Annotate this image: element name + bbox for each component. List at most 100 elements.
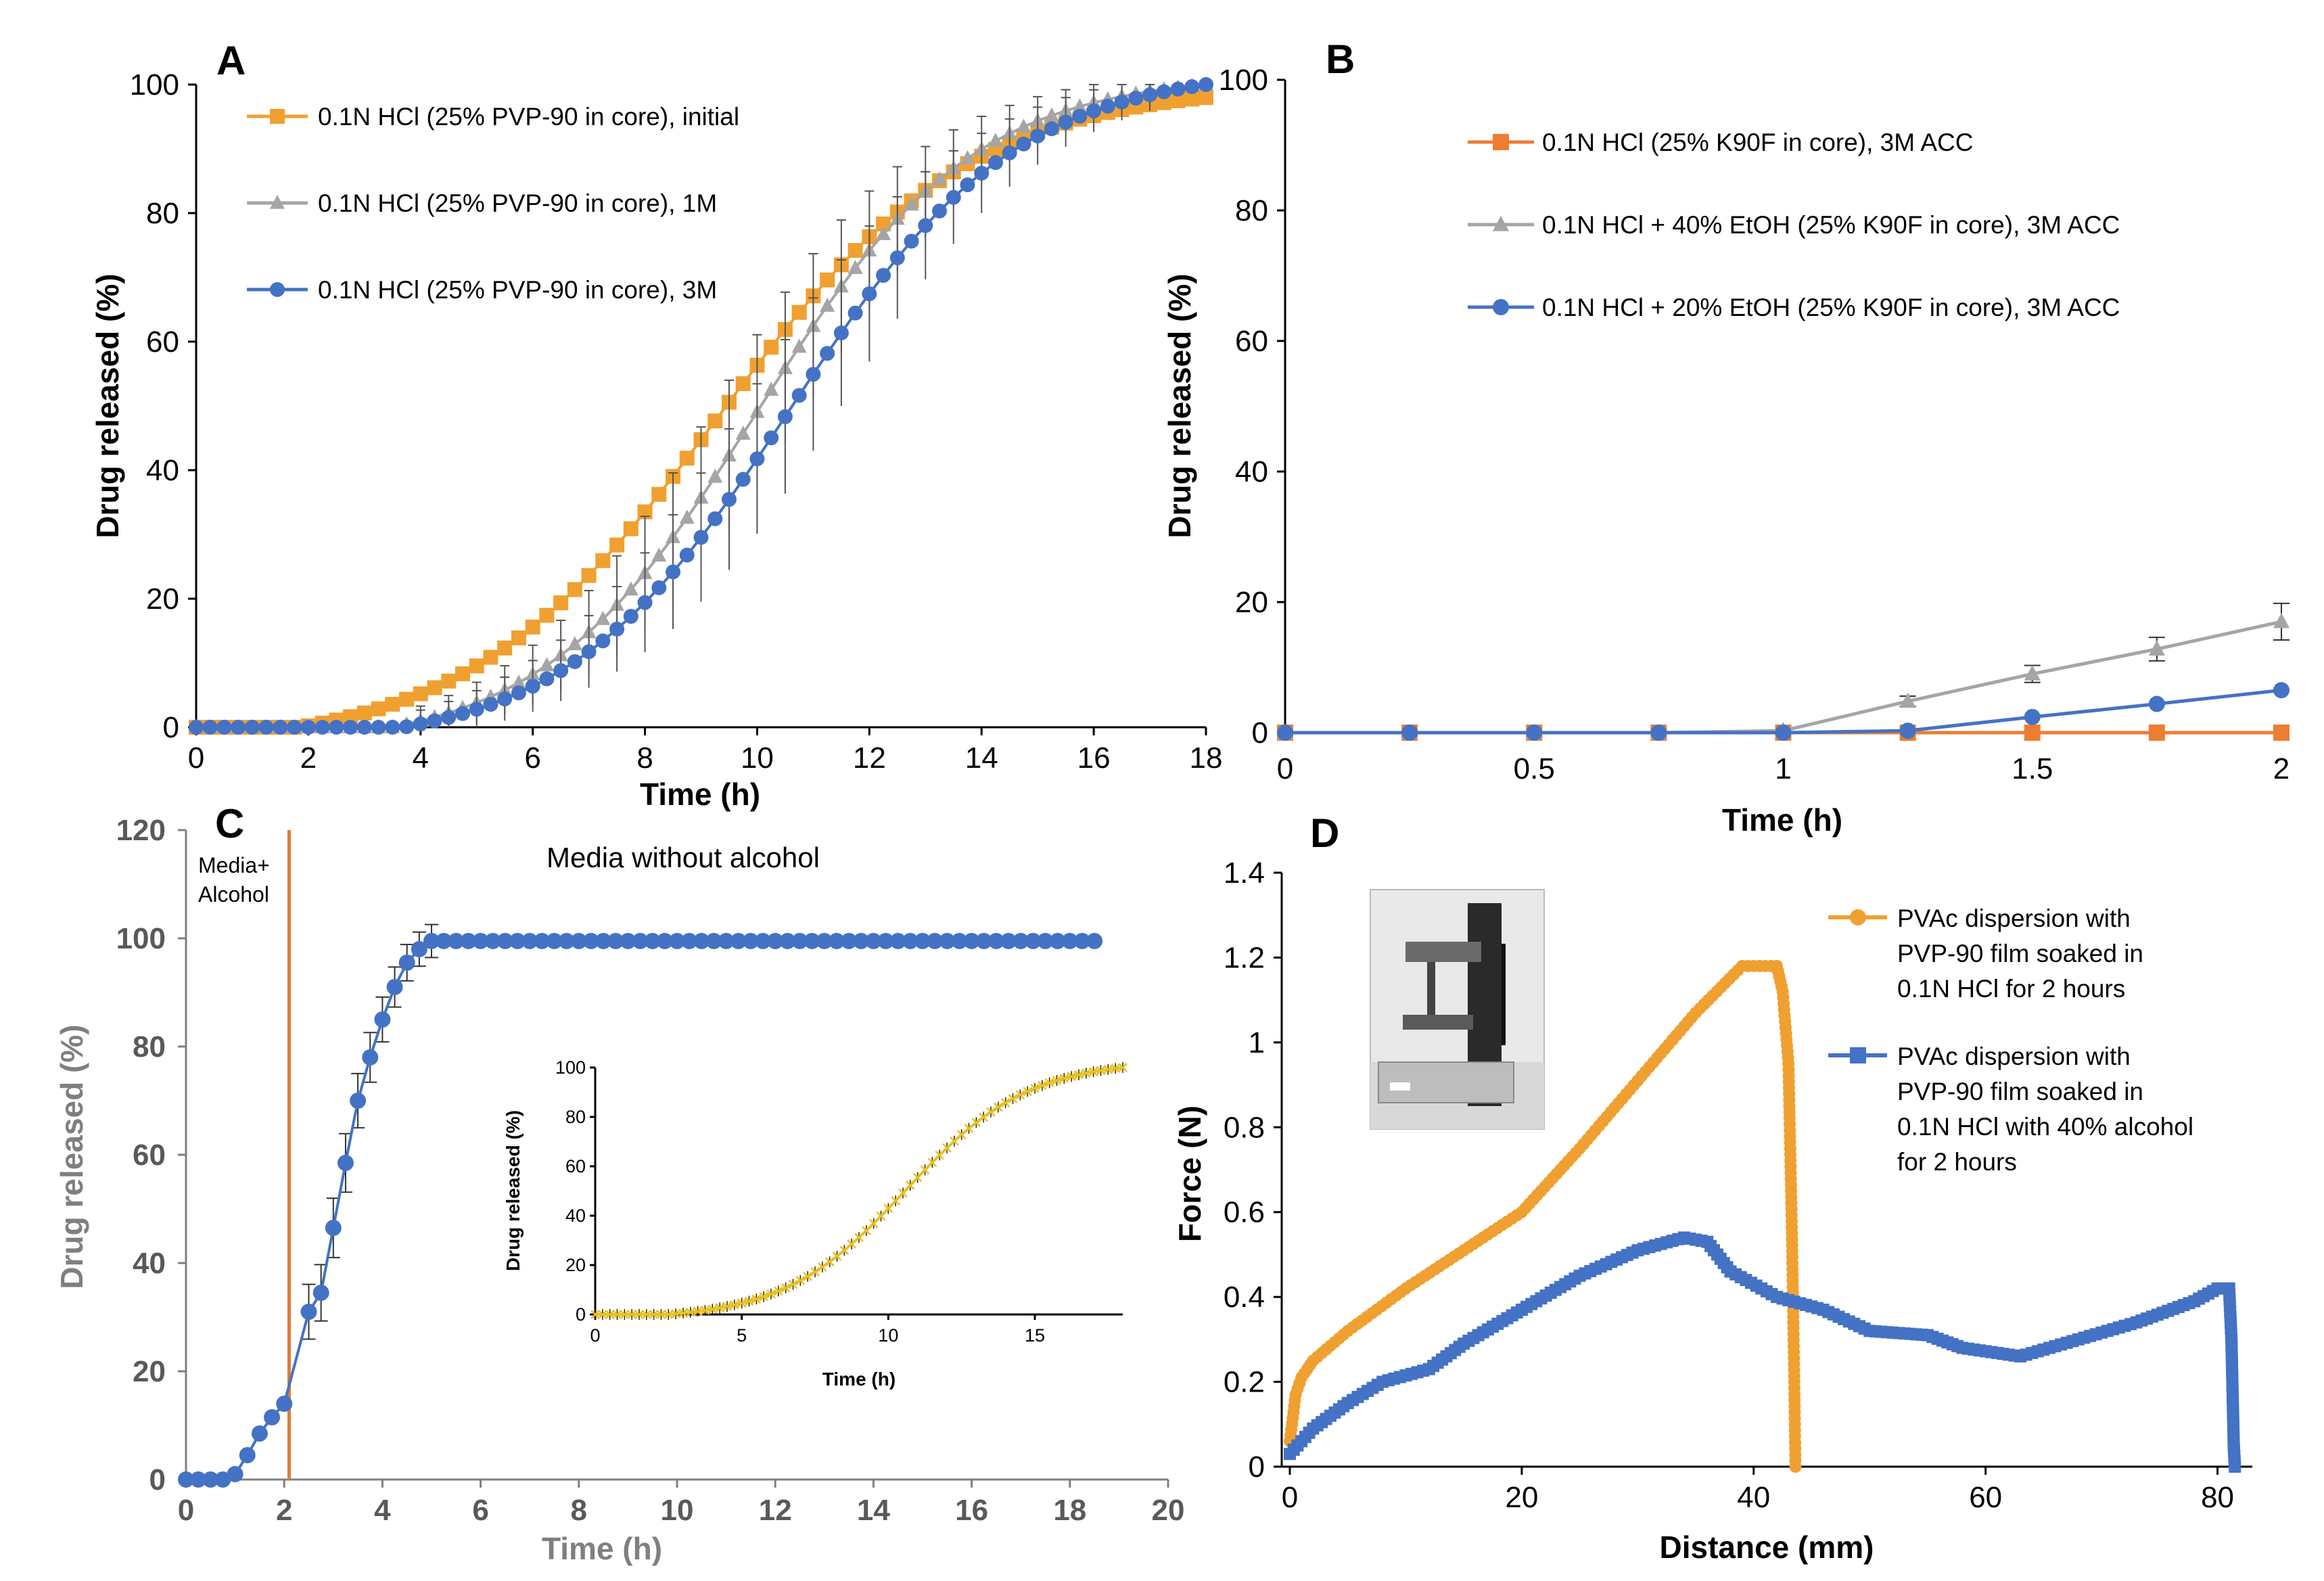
data-point — [946, 189, 961, 205]
inset-data-point — [1088, 1067, 1098, 1077]
x-tick-label: 20 — [1505, 1481, 1538, 1514]
data-point — [623, 581, 638, 596]
data-point — [2273, 682, 2290, 699]
legend-marker — [270, 282, 285, 297]
data-point — [460, 933, 477, 949]
data-point — [764, 340, 779, 355]
data-point — [276, 1396, 293, 1412]
data-point — [791, 388, 807, 403]
data-point — [804, 933, 820, 949]
data-point — [469, 658, 484, 674]
x-tick-label: 10 — [741, 741, 774, 775]
data-point — [777, 409, 793, 424]
data-point — [651, 580, 667, 595]
inset-data-point — [788, 1279, 798, 1289]
data-point — [427, 680, 442, 695]
inset-data-point — [1037, 1080, 1047, 1091]
x-tick-label: 10 — [661, 1494, 694, 1527]
data-point — [441, 673, 457, 689]
y-tick-label: 0.2 — [1224, 1366, 1265, 1399]
inset-data-point — [935, 1150, 945, 1160]
data-point — [1086, 104, 1102, 119]
data-point — [987, 155, 1003, 170]
data-point — [865, 933, 882, 949]
panel-label: B — [1326, 37, 1355, 82]
data-point — [595, 553, 611, 568]
inset-data-point — [678, 1308, 688, 1318]
data-point — [679, 451, 695, 466]
inset-data-point — [1067, 1072, 1077, 1082]
data-point — [385, 720, 400, 735]
data-point — [1016, 118, 1031, 133]
y-tick-label: 1 — [1249, 1026, 1265, 1059]
data-point — [632, 933, 649, 949]
legend-label-line: PVAc dispersion with — [1897, 1042, 2131, 1070]
data-point — [876, 225, 891, 240]
legend-label-line: PVAc dispersion with — [1897, 904, 2131, 932]
x-tick-label: 4 — [413, 741, 429, 775]
data-point — [1044, 107, 1059, 122]
inset-data-point — [891, 1196, 901, 1206]
data-point — [951, 933, 968, 949]
x-tick-label: 6 — [524, 741, 540, 775]
data-point — [1199, 90, 1213, 106]
legend-label: 0.1N HCl (25% PVP-90 in core), 3M — [318, 276, 717, 304]
y-tick-label: 1.4 — [1224, 856, 1265, 890]
inset-data-point — [1044, 1078, 1054, 1088]
data-point — [914, 933, 931, 949]
legend-marker — [1493, 299, 1509, 315]
data-point — [1650, 725, 1667, 741]
data-point — [581, 644, 597, 660]
data-point — [258, 720, 274, 735]
inset-data-point — [641, 1310, 651, 1319]
y-tick-label: 80 — [133, 1030, 166, 1063]
data-point — [350, 1093, 367, 1109]
panel-label: A — [216, 38, 246, 83]
data-point — [385, 697, 400, 712]
x-tick-label: 0.5 — [1514, 752, 1555, 785]
data-point — [343, 720, 358, 735]
y-axis-title: Drug released (%) — [90, 273, 125, 538]
inset-data-point — [656, 1310, 666, 1319]
data-point — [436, 933, 452, 949]
inset-data-point — [634, 1310, 644, 1319]
x-tick-label: 80 — [2201, 1481, 2234, 1514]
legend-label-line: 0.1N HCl for 2 hours — [1897, 975, 2125, 1003]
data-point — [427, 713, 442, 729]
data-point — [1277, 725, 1293, 741]
x-tick-label: 0 — [1282, 1481, 1298, 1514]
data-point — [623, 609, 638, 624]
data-point — [189, 720, 204, 735]
data-point — [820, 272, 835, 288]
inset-data-point — [861, 1226, 871, 1235]
data-point — [497, 691, 513, 707]
data-point — [681, 933, 698, 949]
data-point — [539, 608, 555, 623]
legend-label: 0.1N HCl (25% PVP-90 in core), initial — [318, 103, 739, 131]
inset-data-point — [832, 1252, 842, 1261]
data-point — [386, 979, 403, 995]
data-point — [927, 933, 944, 949]
data-point — [932, 171, 948, 185]
y-tick-label: 20 — [133, 1355, 166, 1388]
inset-data-point — [927, 1158, 937, 1168]
data-point — [1170, 93, 1186, 108]
data-point — [816, 933, 833, 949]
data-point — [287, 720, 302, 735]
data-point — [828, 933, 845, 949]
data-point — [484, 933, 501, 949]
inset-data-point — [612, 1310, 622, 1319]
data-point — [932, 203, 948, 219]
data-point — [644, 933, 661, 949]
y-tick-label: 20 — [1235, 586, 1268, 619]
inset-data-point — [1103, 1064, 1113, 1074]
data-point — [987, 133, 1003, 147]
inset-data-point — [986, 1107, 996, 1117]
data-point — [889, 933, 906, 949]
data-point — [455, 706, 470, 721]
data-point — [2148, 695, 2165, 712]
data-point — [448, 933, 465, 949]
data-point — [666, 564, 681, 580]
data-point — [399, 719, 415, 735]
inset-data-point — [1052, 1076, 1062, 1086]
